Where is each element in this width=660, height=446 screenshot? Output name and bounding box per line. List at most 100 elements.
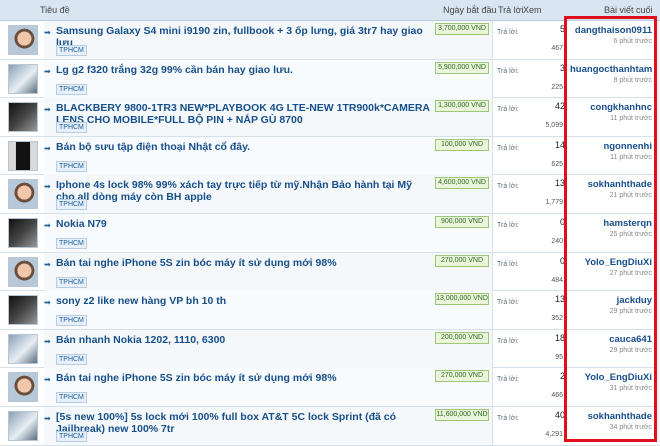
price-badge: 1,300,000 VND xyxy=(435,100,489,113)
thread-arrow-icon: ➡ xyxy=(44,66,51,76)
thread-main-cell: ➡ Bán tai nghe iPhone 5S zin bóc máy ít … xyxy=(44,368,493,407)
table-row[interactable]: ➡ Iphone 4s lock 98% 99% xách tay trực t… xyxy=(0,175,660,214)
price-badge: 200,000 VND xyxy=(435,331,489,344)
thread-title-link[interactable]: BLACKBERY 9800-1TR3 NEW*PLAYBOOK 4G LTE-… xyxy=(56,102,430,127)
last-post-user[interactable]: sokhanhthade xyxy=(587,411,652,422)
thread-thumbnail[interactable] xyxy=(8,102,38,133)
thread-main-cell: ➡ Bán bộ sưu tập điện thoại Nhật cổ đây.… xyxy=(44,136,493,175)
location-tag[interactable]: TPHCM xyxy=(56,431,87,442)
last-post-user[interactable]: Yolo_EngDiuXi xyxy=(584,372,652,384)
last-post-time: 31 phút trước xyxy=(609,385,652,393)
location-tag[interactable]: TPHCM xyxy=(56,315,87,327)
last-post-user[interactable]: Yolo_EngDiuXi xyxy=(584,256,652,268)
thread-main-cell: ➡ Bán nhanh Nokia 1202, 1110, 6300 TPHCM… xyxy=(44,329,493,368)
table-row[interactable]: ➡ Nokia N79 TPHCM 900,000 VND Trả lời: 0… xyxy=(0,214,660,253)
reply-label: Trả lời: xyxy=(497,106,519,114)
table-row[interactable]: ➡ Bán tai nghe iPhone 5S zin bóc máy ít … xyxy=(0,368,660,407)
location-tag[interactable]: TPHCM xyxy=(56,122,87,134)
location-tag[interactable]: TPHCM xyxy=(56,392,87,404)
thread-arrow-icon: ➡ xyxy=(44,28,51,37)
last-post-time: 29 phút trước xyxy=(609,346,652,354)
thread-thumbnail[interactable] xyxy=(8,411,38,441)
view-count: 352 xyxy=(551,315,563,323)
view-count: 5,099 xyxy=(545,122,563,130)
thread-thumbnail[interactable] xyxy=(8,25,38,55)
scrollbar[interactable] xyxy=(656,21,660,442)
thread-thumbnail[interactable] xyxy=(8,179,38,210)
last-post-user[interactable]: congkhanhnc xyxy=(590,102,652,114)
thread-thumbnail[interactable] xyxy=(8,372,38,403)
last-post-user[interactable]: cauca641 xyxy=(609,333,652,345)
table-row[interactable]: ➡ Bán bộ sưu tập điện thoại Nhật cổ đây.… xyxy=(0,136,660,176)
table-row[interactable]: ➡ Lg g2 f320 trắng 32g 99% cần bán hay g… xyxy=(0,59,660,99)
view-count: 240 xyxy=(551,238,563,245)
thread-title-link[interactable]: Lg g2 f320 trắng 32g 99% cần bán hay gia… xyxy=(56,63,293,76)
location-tag[interactable]: TPHCM xyxy=(56,160,87,172)
location-tag[interactable]: TPHCM xyxy=(56,45,87,56)
thread-title-link[interactable]: Nokia N79 xyxy=(56,218,107,230)
reply-count: 0 xyxy=(559,217,565,227)
view-count: 1,779 xyxy=(545,199,563,207)
thread-main-cell: ➡ sony z2 like new hàng VP bh 10 th TPHC… xyxy=(44,291,493,330)
reply-label: Trả lời: xyxy=(497,415,519,422)
location-tag[interactable]: TPHCM xyxy=(56,238,87,249)
price-badge: 11,600,000 VND xyxy=(435,409,489,421)
thread-title-link[interactable]: sony z2 like new hàng VP bh 10 th xyxy=(56,295,227,308)
view-count: 225 xyxy=(551,83,563,91)
reply-count: 18 xyxy=(554,332,565,343)
thread-main-cell: ➡ Samsung Galaxy S4 mini i9190 zin, full… xyxy=(44,21,493,59)
location-tag[interactable]: TPHCM xyxy=(56,83,87,95)
thread-thumbnail[interactable] xyxy=(8,63,38,94)
last-post-user[interactable]: ngonnenhi xyxy=(603,140,652,152)
reply-count: 0 xyxy=(559,255,565,266)
thread-arrow-icon: ➡ xyxy=(44,105,51,115)
thread-main-cell: ➡ Lg g2 f320 trắng 32g 99% cần bán hay g… xyxy=(44,59,493,98)
price-badge: 270,000 VND xyxy=(435,254,489,267)
last-post-time: 6 phút trước xyxy=(613,38,652,45)
thread-thumbnail[interactable] xyxy=(8,295,38,326)
location-tag[interactable]: TPHCM xyxy=(56,199,87,211)
last-post-user[interactable]: dangthaison0911 xyxy=(574,25,652,36)
table-row[interactable]: ➡ BLACKBERY 9800-1TR3 NEW*PLAYBOOK 4G LT… xyxy=(0,98,660,137)
table-row[interactable]: ➡ Bán nhanh Nokia 1202, 1110, 6300 TPHCM… xyxy=(0,329,660,369)
reply-label: Trả lời: xyxy=(497,29,519,36)
thread-arrow-icon: ➡ xyxy=(44,375,51,385)
table-row[interactable]: ➡ sony z2 like new hàng VP bh 10 th TPHC… xyxy=(0,291,660,330)
last-post-user[interactable]: sokhanhthade xyxy=(587,179,652,191)
thread-title-link[interactable]: Samsung Galaxy S4 mini i9190 zin, fullbo… xyxy=(56,25,423,49)
thread-title-link[interactable]: Bán nhanh Nokia 1202, 1110, 6300 xyxy=(56,333,226,346)
view-count: 625 xyxy=(551,160,563,168)
last-post-user[interactable]: hamsterqn xyxy=(603,218,652,229)
reply-label: Trả lời: xyxy=(497,67,519,75)
location-tag[interactable]: TPHCM xyxy=(56,353,87,365)
reply-count: 3 xyxy=(559,62,565,73)
thread-thumbnail[interactable] xyxy=(8,333,38,364)
last-post-time: 11 phút trước xyxy=(610,153,652,161)
thread-title-link[interactable]: Iphone 4s lock 98% 99% xách tay trực tiế… xyxy=(56,179,412,204)
thread-title-link[interactable]: Bán bộ sưu tập điện thoại Nhật cổ đây. xyxy=(56,140,251,153)
price-badge: 270,000 VND xyxy=(435,370,489,383)
reply-label: Trả lời: xyxy=(497,183,519,191)
price-badge: 13,000,000 VND xyxy=(435,293,489,306)
last-post-header: Bài viết cuối xyxy=(604,5,653,15)
thread-thumbnail[interactable] xyxy=(8,218,38,248)
view-count: 466 xyxy=(551,392,563,400)
reply-label: Trả lời: xyxy=(497,376,519,384)
title-header: Tiêu đề xyxy=(40,5,70,15)
thread-thumbnail[interactable] xyxy=(8,140,38,171)
replies-header: Trả lời xyxy=(498,5,524,15)
thread-title-link[interactable]: Bán tai nghe iPhone 5S zin bóc máy ít sử… xyxy=(56,256,337,269)
table-row[interactable]: ➡ Samsung Galaxy S4 mini i9190 zin, full… xyxy=(0,21,660,60)
start-date-header: Ngày bắt đầu xyxy=(443,5,497,15)
reply-label: Trả lời: xyxy=(497,222,519,229)
last-post-user[interactable]: huangocthanhtam xyxy=(570,63,652,75)
thread-main-cell: ➡ Bán tai nghe iPhone 5S zin bóc máy ít … xyxy=(44,252,493,291)
thread-title-link[interactable]: [5s new 100%] 5s lock mới 100% full box … xyxy=(56,411,397,435)
table-row[interactable]: ➡ [5s new 100%] 5s lock mới 100% full bo… xyxy=(0,407,660,446)
reply-label: Trả lời: xyxy=(497,144,519,152)
thread-thumbnail[interactable] xyxy=(8,256,38,287)
location-tag[interactable]: TPHCM xyxy=(56,276,87,288)
last-post-user[interactable]: jackduy xyxy=(616,295,652,307)
table-row[interactable]: ➡ Bán tai nghe iPhone 5S zin bóc máy ít … xyxy=(0,252,660,292)
thread-title-link[interactable]: Bán tai nghe iPhone 5S zin bóc máy ít sử… xyxy=(56,372,337,385)
